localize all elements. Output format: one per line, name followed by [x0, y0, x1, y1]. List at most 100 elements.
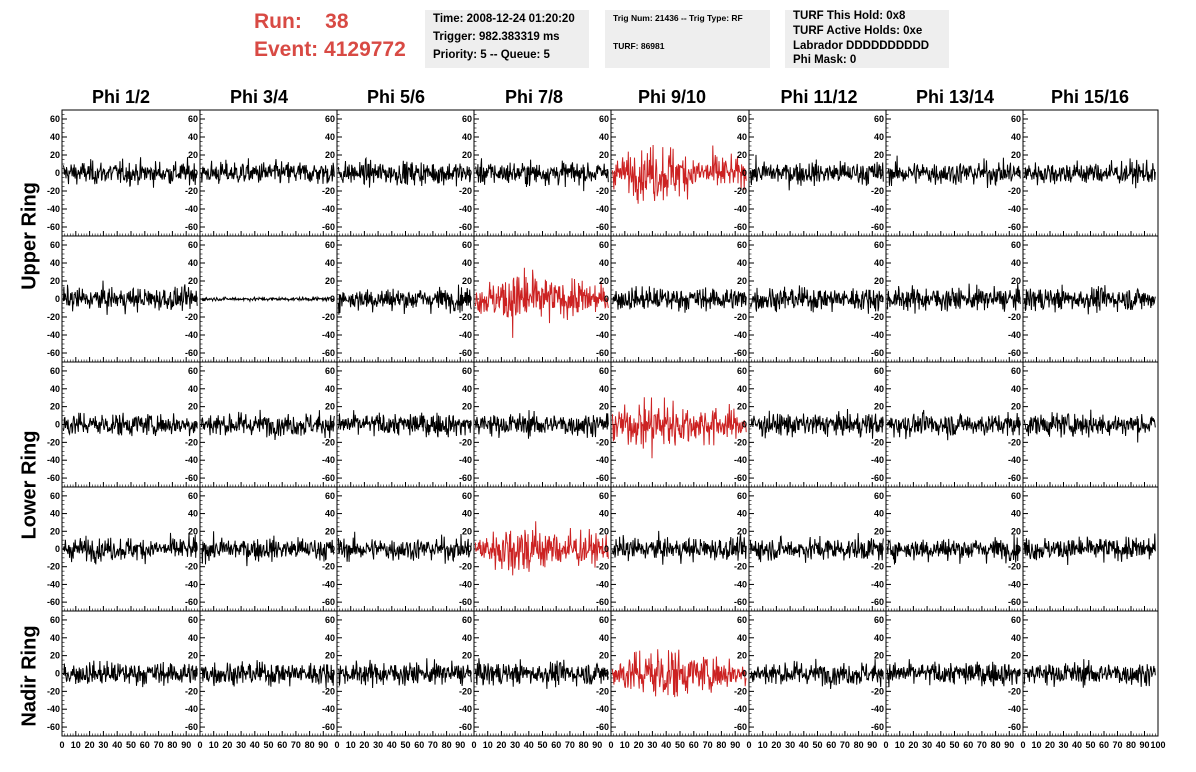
- y-tick-label: 0: [467, 294, 472, 304]
- y-tick-label: 0: [55, 420, 60, 430]
- x-tick-label: 20: [222, 740, 232, 750]
- y-tick-label: 20: [874, 402, 884, 412]
- x-tick-label: 80: [991, 740, 1001, 750]
- y-tick-label: -20: [322, 437, 335, 447]
- y-tick-label: -20: [596, 437, 609, 447]
- y-tick-label: 20: [50, 526, 60, 536]
- y-tick-label: 60: [188, 615, 198, 625]
- x-tick-label: 70: [428, 740, 438, 750]
- triggered-waveform-trace: [611, 144, 747, 204]
- y-tick-label: 20: [599, 276, 609, 286]
- y-tick-label: 40: [874, 384, 884, 394]
- y-tick-label: -60: [459, 473, 472, 483]
- y-tick-label: 40: [1011, 509, 1021, 519]
- x-tick-label: 30: [236, 740, 246, 750]
- y-tick-label: -60: [47, 348, 60, 358]
- waveform-trace: [1023, 409, 1156, 443]
- y-tick-label: -40: [1008, 455, 1021, 465]
- y-tick-label: 40: [462, 258, 472, 268]
- y-tick-label: 40: [188, 258, 198, 268]
- y-tick-label: -20: [596, 562, 609, 572]
- x-tick-label: 80: [716, 740, 726, 750]
- y-tick-label: -40: [871, 204, 884, 214]
- y-tick-label: 60: [50, 240, 60, 250]
- x-tick-label: 50: [126, 740, 136, 750]
- x-tick-label: 20: [1045, 740, 1055, 750]
- y-tick-label: 20: [737, 526, 747, 536]
- waveform-trace: [201, 295, 335, 303]
- y-tick-label: -20: [185, 686, 198, 696]
- y-tick-label: -40: [596, 204, 609, 214]
- x-tick-label: 70: [565, 740, 575, 750]
- y-tick-label: 40: [737, 633, 747, 643]
- waveform-trace: [886, 409, 1021, 441]
- column-header-phi-11-12: Phi 11/12: [780, 87, 858, 107]
- y-tick-label: 0: [742, 420, 747, 430]
- y-tick-label: 0: [879, 168, 884, 178]
- y-tick-label: -40: [871, 704, 884, 714]
- y-tick-label: -20: [459, 312, 472, 322]
- y-tick-label: -40: [1008, 704, 1021, 714]
- run-event-box: Run: 38 Event: 4129772: [248, 6, 418, 68]
- y-tick-label: -60: [459, 722, 472, 732]
- y-tick-label: -20: [734, 186, 747, 196]
- y-tick-label: 40: [325, 509, 335, 519]
- waveform-trace: [749, 658, 884, 690]
- x-tick-label: 70: [1112, 740, 1122, 750]
- y-tick-label: 0: [879, 669, 884, 679]
- waveform-trace: [749, 154, 884, 191]
- x-tick-label: 20: [496, 740, 506, 750]
- y-tick-label: -60: [47, 597, 60, 607]
- y-tick-label: 40: [1011, 258, 1021, 268]
- turf-hold-line: TURF This Hold: 0x8: [793, 10, 906, 22]
- y-tick-label: 0: [1016, 669, 1021, 679]
- y-tick-label: -20: [596, 312, 609, 322]
- y-tick-label: 40: [188, 633, 198, 643]
- x-tick-label: 30: [922, 740, 932, 750]
- x-tick-label: 0: [883, 740, 888, 750]
- waveform-trace: [200, 409, 335, 441]
- y-tick-label: -60: [322, 597, 335, 607]
- y-tick-label: -40: [322, 704, 335, 714]
- y-tick-label: -20: [871, 562, 884, 572]
- y-tick-label: 40: [599, 509, 609, 519]
- y-tick-label: 60: [462, 366, 472, 376]
- y-tick-label: -20: [322, 686, 335, 696]
- waveform-trace: [200, 158, 335, 184]
- y-tick-label: -60: [322, 348, 335, 358]
- x-tick-label: 70: [840, 740, 850, 750]
- y-tick-label: 60: [737, 114, 747, 124]
- y-tick-label: 0: [330, 420, 335, 430]
- y-tick-label: -40: [596, 579, 609, 589]
- x-tick-label: 80: [854, 740, 864, 750]
- x-tick-label: 0: [608, 740, 613, 750]
- y-tick-label: -20: [459, 562, 472, 572]
- column-header-phi-5-6: Phi 5/6: [366, 87, 426, 107]
- y-tick-label: 60: [462, 114, 472, 124]
- y-tick-label: -40: [322, 204, 335, 214]
- waveform-trace: [886, 534, 1021, 565]
- event-line: Event: 4129772: [254, 38, 406, 62]
- y-tick-label: 40: [50, 132, 60, 142]
- x-tick-label: 90: [1004, 740, 1014, 750]
- y-tick-label: -60: [47, 473, 60, 483]
- x-tick-label: 80: [1126, 740, 1136, 750]
- y-tick-label: -60: [734, 222, 747, 232]
- y-tick-label: 0: [55, 669, 60, 679]
- x-tick-label: 50: [263, 740, 273, 750]
- x-tick-label: 60: [551, 740, 561, 750]
- y-tick-label: 20: [188, 150, 198, 160]
- y-tick-label: 60: [188, 240, 198, 250]
- y-tick-label: 0: [467, 669, 472, 679]
- x-tick-label: 60: [963, 740, 973, 750]
- y-tick-label: 20: [50, 276, 60, 286]
- y-tick-label: 20: [462, 526, 472, 536]
- x-tick-label: 90: [1139, 740, 1149, 750]
- y-tick-label: 0: [742, 168, 747, 178]
- y-tick-label: 60: [599, 114, 609, 124]
- y-tick-label: -60: [1008, 722, 1021, 732]
- y-tick-label: 60: [737, 366, 747, 376]
- y-tick-label: -20: [596, 186, 609, 196]
- y-tick-label: 20: [599, 402, 609, 412]
- y-tick-label: 0: [742, 544, 747, 554]
